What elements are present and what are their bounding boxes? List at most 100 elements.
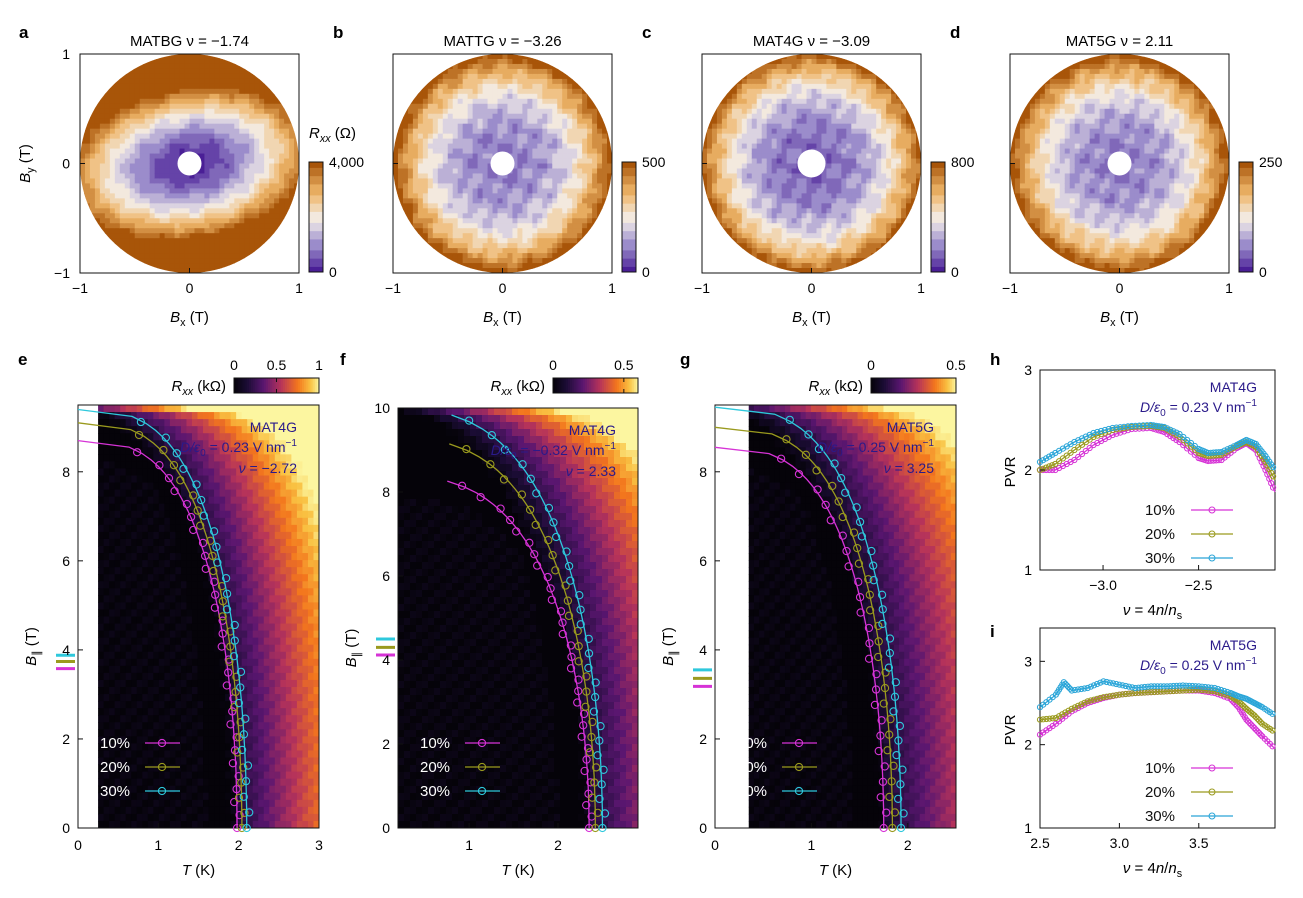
data-point (212, 542, 221, 552)
legend-label: 10% (420, 735, 450, 752)
data-point (896, 823, 906, 833)
x-tick-label: −1 (694, 280, 710, 296)
data-point (1125, 690, 1133, 697)
data-point (1215, 449, 1222, 456)
data-point (871, 685, 881, 694)
data-point (892, 750, 901, 760)
data-point (880, 762, 889, 771)
data-point (1087, 683, 1094, 690)
data-point (1248, 721, 1255, 728)
x-tick-label: 0 (711, 837, 719, 853)
y-tick-label: 8 (699, 464, 707, 480)
data-point (880, 683, 890, 693)
data-point (857, 532, 867, 541)
fit-curve-30% (77, 408, 248, 828)
data-point (1176, 682, 1183, 689)
center-hole (797, 149, 826, 178)
data-point (899, 809, 908, 818)
data-point (1224, 446, 1231, 453)
data-point (531, 520, 540, 530)
data-point (1120, 423, 1128, 430)
data-point (159, 445, 168, 455)
data-point (1186, 687, 1193, 694)
legend-label: 10% (737, 735, 767, 752)
data-point (1192, 686, 1199, 693)
data-point (889, 707, 898, 716)
legend-label: 20% (100, 759, 130, 776)
data-point (1039, 465, 1047, 472)
data-point (505, 515, 515, 525)
data-point (1113, 424, 1120, 431)
data-point (1211, 684, 1218, 692)
data-point (240, 808, 249, 818)
colorbar-tick: 0 (642, 264, 650, 280)
colorbar-frame (621, 161, 637, 273)
data-point (879, 699, 888, 708)
y-tick-label: 0 (382, 820, 390, 836)
data-point (193, 506, 202, 515)
data-point (164, 474, 174, 483)
data-point (885, 792, 894, 802)
panel-d: d MAT5G ν = 2.11 −1 0 1 Bx (T) 0 250 (950, 23, 1283, 329)
data-point (1202, 683, 1209, 691)
panel-label: i (990, 622, 995, 641)
data-point (599, 765, 608, 774)
data-point (864, 575, 873, 584)
device-label: MAT4G (1210, 379, 1257, 395)
data-point (1124, 423, 1131, 430)
data-point (894, 736, 903, 745)
x-tick-label: 3 (315, 837, 323, 853)
data-point (1191, 442, 1198, 450)
panel-e: e 0 1 2 3 0 2 4 6 8 T (K) B∥ (T) MAT4G D/ε0 = 0.23 V … (18, 350, 323, 879)
legend-marker (1208, 506, 1216, 514)
data-point (895, 721, 905, 731)
data-point (866, 606, 875, 615)
data-point (1082, 447, 1089, 455)
data-point (225, 657, 234, 666)
data-point (1078, 435, 1086, 442)
data-point (548, 551, 557, 560)
data-point (885, 634, 895, 643)
data-point (1161, 423, 1168, 431)
data-point (812, 466, 821, 475)
data-point (1075, 686, 1082, 693)
data-point (853, 543, 862, 553)
colorbar: 0 4,000 Rxx (Ω) (308, 125, 364, 280)
data-point (865, 590, 874, 599)
data-point (1173, 429, 1180, 436)
panel-i: i 2.5 3.0 3.5 1 2 3 ν = 4n/ns PVR MAT5G D/ε0 = 0.2… (990, 622, 1276, 880)
data-point (525, 505, 535, 514)
data-point (1075, 702, 1082, 709)
data-point (533, 561, 542, 570)
data-point (1078, 450, 1086, 458)
data-point (1187, 443, 1195, 450)
colorbar: 0 500 (621, 154, 666, 280)
filling-label: ν = 2.33 (566, 463, 616, 479)
legend-marker (794, 786, 804, 796)
data-point (1158, 423, 1165, 430)
data-point (201, 564, 210, 574)
data-point (830, 459, 839, 468)
data-point (1187, 439, 1195, 447)
data-point (1046, 715, 1053, 722)
data-point (1116, 681, 1123, 688)
data-point (236, 683, 245, 692)
center-hole (177, 151, 202, 176)
data-point (1135, 684, 1142, 691)
data-point (878, 619, 887, 629)
legend-label: 20% (1145, 784, 1175, 801)
heatmap (393, 54, 612, 273)
data-point (1036, 716, 1044, 723)
colorbar: 0 0.5 Rxx (kΩ) (490, 357, 639, 398)
legend-marker (1208, 788, 1216, 796)
panel-label: a (19, 23, 29, 42)
x-axis-label: Bx (T) (170, 309, 209, 329)
data-point (595, 736, 604, 745)
data-point (1106, 693, 1113, 700)
fit-curve-10% (77, 439, 238, 829)
colorbar-frame (552, 377, 639, 394)
data-point (836, 474, 846, 483)
data-point (1128, 684, 1136, 691)
plot-frame (1039, 369, 1276, 571)
data-point (1071, 456, 1078, 464)
